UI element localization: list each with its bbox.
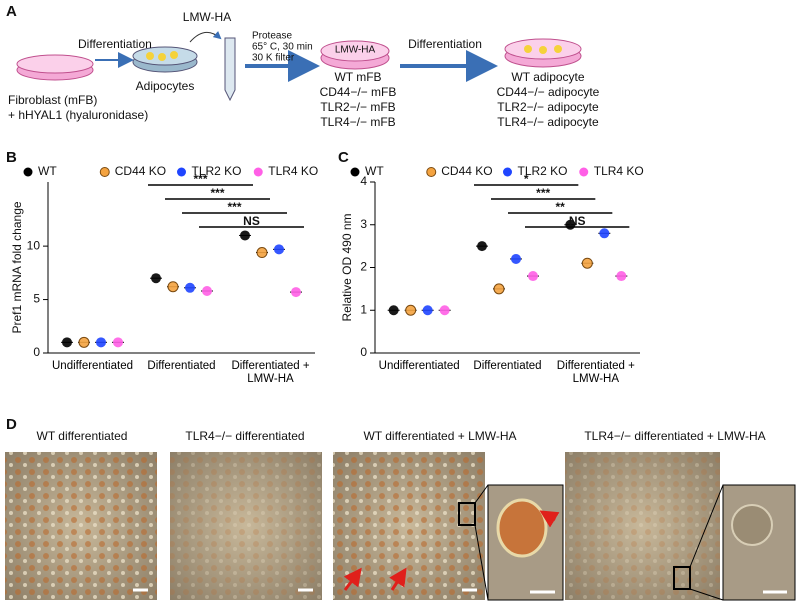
caption: TLR4−/− differentiated — [185, 429, 304, 443]
result-label: TLR4−/− adipocyte — [497, 115, 599, 129]
x-tick-label: Differentiated — [473, 360, 542, 372]
significance-label: NS — [569, 214, 586, 228]
start-label: + hHYAL1 (hyaluronidase) — [8, 108, 148, 122]
reagent-label: LMW-HA — [183, 10, 231, 24]
panel-label: C — [338, 149, 349, 166]
legend-label: TLR4 KO — [594, 164, 644, 178]
result-label: WT adipocyte — [511, 70, 584, 84]
dot — [439, 305, 450, 316]
y-tick-label: 0 — [33, 345, 40, 359]
y-tick-label: 3 — [360, 217, 367, 231]
legend-marker — [23, 167, 33, 177]
dot — [599, 228, 610, 239]
dot — [511, 253, 521, 264]
significance-label: *** — [227, 200, 241, 214]
adipocytes-label: Adipocytes — [136, 79, 195, 93]
dot — [167, 281, 179, 293]
y-axis-label: Pref1 mRNA fold change — [10, 201, 24, 333]
protease-label: 65° C, 30 min — [252, 42, 313, 53]
x-tick-label: Undifferentiated — [378, 360, 460, 372]
legend-marker — [579, 167, 589, 177]
panel-label: B — [6, 149, 17, 166]
caption: WT differentiated — [37, 429, 128, 443]
result-label: CD44−/− adipocyte — [497, 85, 600, 99]
dot — [616, 271, 627, 282]
dot — [113, 337, 123, 348]
legend-label: WT — [365, 164, 384, 178]
micrographs — [5, 452, 796, 601]
dot — [422, 305, 433, 316]
legend-label: TLR4 KO — [268, 164, 318, 178]
dot — [493, 283, 505, 295]
mfb-label: TLR2−/− mFB — [320, 100, 395, 114]
dot — [78, 336, 90, 348]
dot — [405, 304, 417, 316]
mfb-label: WT mFB — [334, 70, 381, 84]
significance-label: *** — [210, 186, 224, 200]
dot — [151, 273, 161, 284]
start-label: Fibroblast (mFB) — [8, 93, 97, 107]
x-tick-label: Undifferentiated — [52, 360, 133, 372]
dot — [581, 257, 593, 269]
panel-label: D — [6, 416, 17, 433]
legend-label: WT — [38, 164, 57, 178]
caption: TLR4−/− differentiated + LMW-HA — [584, 429, 765, 443]
dot — [240, 230, 250, 241]
legend-marker — [99, 167, 110, 177]
y-tick-label: 2 — [360, 260, 367, 274]
legend-marker — [253, 167, 263, 177]
dot — [274, 244, 284, 255]
significance-label: *** — [536, 186, 550, 200]
y-axis-label: Relative OD 490 nm — [340, 213, 354, 321]
mfb-label: TLR4−/− mFB — [320, 115, 395, 129]
legend-marker — [177, 167, 186, 177]
legend-marker — [503, 167, 512, 177]
y-tick-label: 4 — [360, 174, 367, 188]
dot — [256, 247, 268, 259]
legend-label: CD44 KO — [441, 164, 492, 178]
y-tick-label: 1 — [360, 302, 367, 316]
protease-label: Protease — [252, 31, 292, 42]
x-tick-label: Differentiated + LMW-HA — [231, 360, 310, 385]
dot — [528, 271, 538, 282]
legend-label: TLR2 KO — [192, 164, 242, 178]
dot — [388, 305, 399, 316]
legend-label: TLR2 KO — [518, 164, 568, 178]
caption: WT differentiated + LMW-HA — [363, 429, 516, 443]
panel-label: A — [6, 3, 17, 20]
y-tick-label: 5 — [33, 292, 40, 306]
x-tick-label: Differentiated + LMW-HA — [556, 360, 635, 385]
dot — [202, 286, 212, 297]
schematic — [16, 31, 582, 102]
dot — [291, 287, 301, 298]
mfb-label: CD44−/− mFB — [320, 85, 397, 99]
x-tick-label: Differentiated — [147, 360, 216, 372]
y-tick-label: 0 — [360, 345, 367, 359]
legend-marker — [426, 167, 437, 177]
dot — [477, 241, 487, 252]
significance-label: ** — [555, 200, 565, 214]
significance-label: *** — [193, 172, 207, 186]
result-label: TLR2−/− adipocyte — [497, 100, 599, 114]
significance-label: NS — [243, 214, 260, 228]
legend-marker — [350, 167, 360, 177]
dot — [62, 337, 72, 348]
y-tick-label: 10 — [27, 238, 41, 252]
dot — [185, 282, 195, 293]
step-label: Differentiation — [78, 37, 152, 51]
dish-label: LMW-HA — [335, 45, 376, 56]
dot — [96, 337, 106, 348]
protease-label: 30 K filter — [252, 53, 295, 64]
step-label: Differentiation — [408, 37, 482, 51]
legend-label: CD44 KO — [115, 164, 166, 178]
significance-label: * — [524, 172, 529, 186]
